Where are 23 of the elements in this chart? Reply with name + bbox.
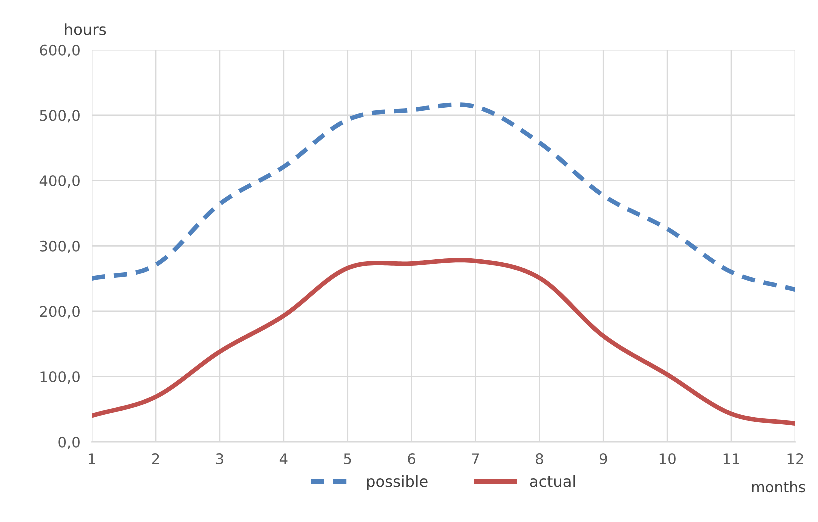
x-tick-label: 12 <box>788 454 804 464</box>
y-axis-title: hours <box>65 24 106 36</box>
x-tick-label: 6 <box>408 454 416 465</box>
x-tick-label: 9 <box>600 454 608 465</box>
x-tick-label: 11 <box>724 454 740 464</box>
x-tick-label: 8 <box>536 454 544 465</box>
legend-label: actual <box>530 475 576 488</box>
x-tick-label: 1 <box>88 454 96 464</box>
y-tick-label: 300,0 <box>40 240 80 254</box>
x-axis-title: months <box>752 481 806 493</box>
x-tick-label: 4 <box>280 454 288 464</box>
y-tick-label: 400,0 <box>40 176 80 188</box>
x-tick-label: 2 <box>152 454 160 464</box>
x-tick-label: 5 <box>344 454 352 465</box>
y-tick-label: 500,0 <box>40 110 80 123</box>
y-tick-label: 600,0 <box>40 44 80 58</box>
y-tick-label: 200,0 <box>40 306 80 319</box>
y-tick-label: 0,0 <box>58 436 80 450</box>
x-tick-label: 3 <box>216 454 224 465</box>
x-tick-label: 10 <box>660 454 676 465</box>
x-tick-label: 7 <box>472 454 480 464</box>
legend-label: possible <box>367 475 428 490</box>
y-tick-label: 100,0 <box>40 372 80 384</box>
